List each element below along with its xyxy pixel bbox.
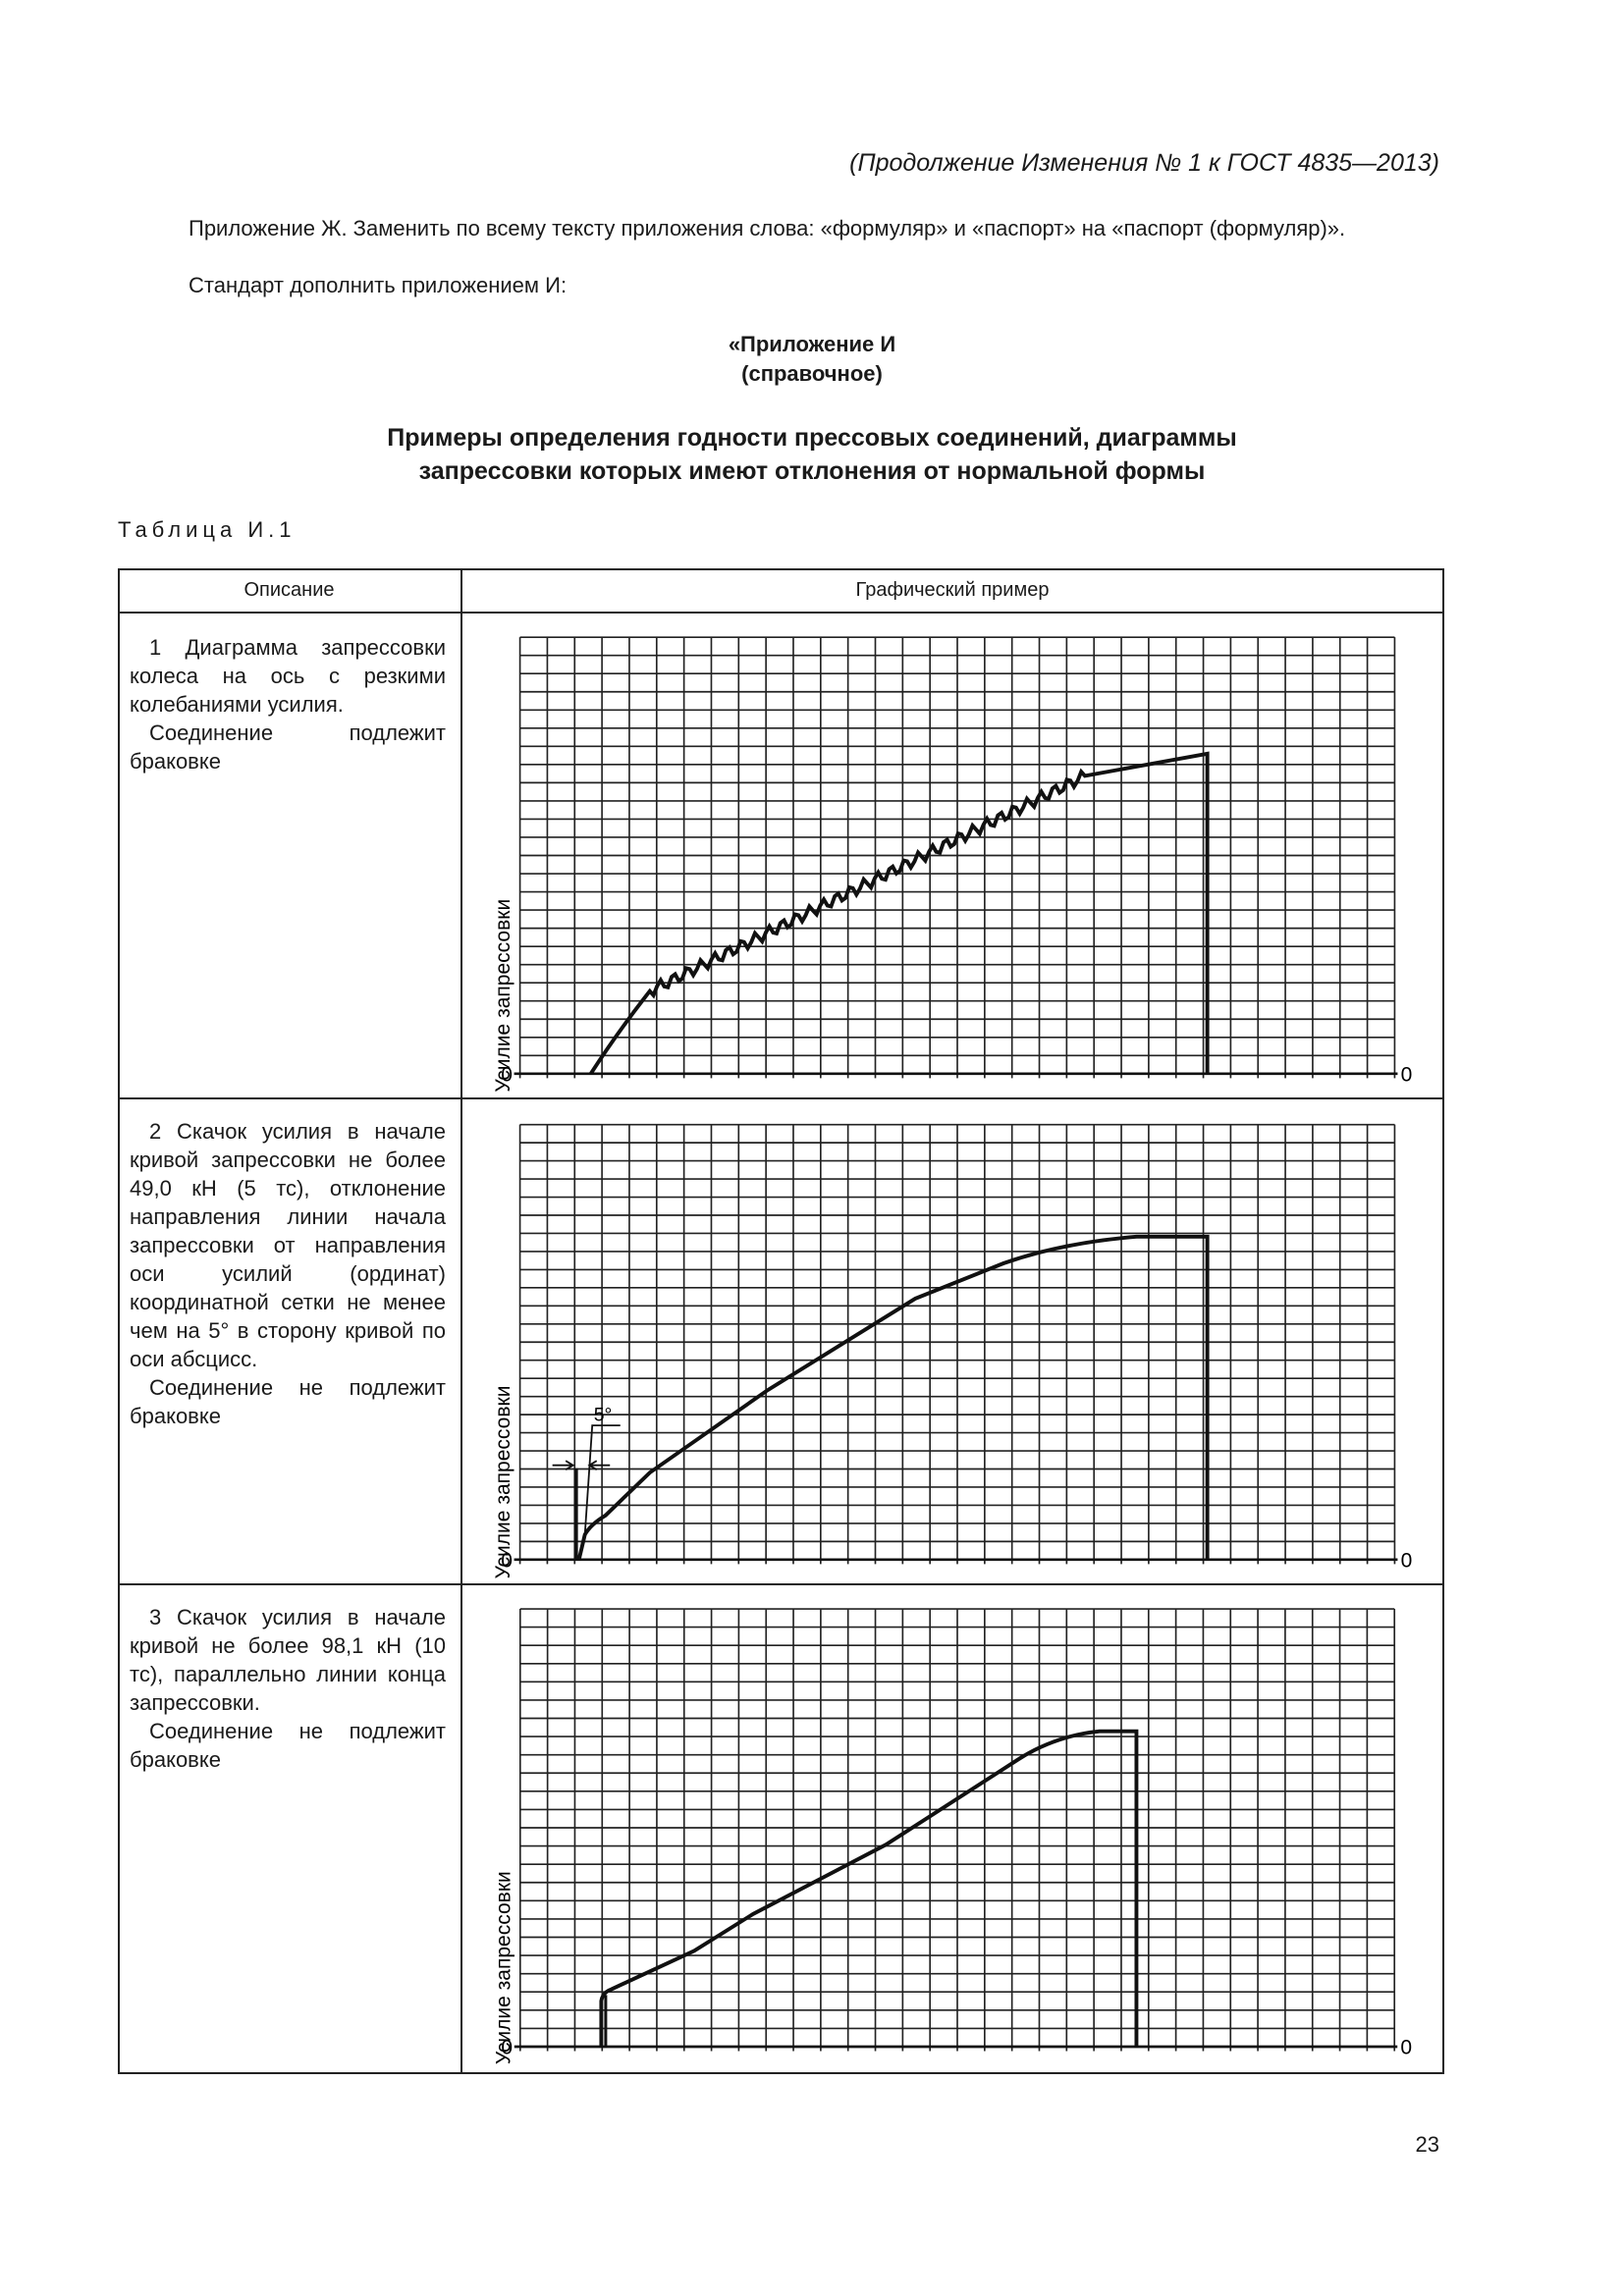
column-header: Описание	[244, 579, 335, 601]
press-curve	[599, 1729, 1139, 2047]
appendix-kind: (справочное)	[741, 361, 883, 386]
origin-label: 0	[1401, 1063, 1413, 1086]
y-axis-label: Усилие запрессовки	[492, 1386, 514, 1579]
description-text: 3 Скачок усилия в начале кривой не более…	[130, 1605, 446, 1715]
row-divider	[118, 1583, 1443, 1585]
page-number: 23	[1415, 2132, 1439, 2157]
row-divider	[118, 612, 1443, 614]
table	[118, 568, 1444, 2074]
description: 3 Скачок усилия в начале кривой не более…	[130, 1603, 446, 1774]
header: (Продолжение Изменения № 1 к ГОСТ 4835—2…	[849, 149, 1439, 177]
description-text: Соединение не подлежит браковке	[130, 1375, 446, 1428]
table-caption: Таблица И.1	[118, 517, 297, 542]
description: 2 Скачок усилия в начале кривой запрессо…	[130, 1117, 446, 1430]
description-text: Соединение не подлежит браковке	[130, 1719, 446, 1772]
origin-label: 0	[501, 2036, 513, 2058]
appendix-title: Примеры определения годности прессовых с…	[387, 424, 1237, 452]
paragraph: Стандарт дополнить приложением И:	[189, 273, 568, 297]
row-divider	[118, 1097, 1443, 1099]
grid	[518, 1608, 1396, 2052]
origin-label: 0	[1401, 1549, 1413, 1572]
appendix-label: «Приложение И	[728, 332, 896, 356]
column-header: Графический пример	[855, 579, 1050, 601]
paragraph: Приложение Ж. Заменить по всему тексту п…	[189, 216, 1346, 240]
origin-label: 0	[501, 1063, 513, 1086]
column-divider	[460, 568, 462, 2073]
origin-label: 0	[501, 1549, 513, 1572]
origin-label: 0	[1400, 2036, 1412, 2058]
description-text: 1 Диаграмма запрессовки колеса на ось с …	[130, 635, 446, 717]
press-curve	[573, 1234, 1210, 1561]
angle-line	[583, 1424, 621, 1535]
grid	[518, 636, 1396, 1079]
y-axis-label: Усилие запрессовки	[492, 1871, 514, 2064]
appendix-title: запрессовки которых имеют отклонения от …	[418, 457, 1206, 485]
angle-arrows	[552, 1460, 611, 1470]
description: 1 Диаграмма запрессовки колеса на ось с …	[130, 633, 446, 775]
description-text: 2 Скачок усилия в начале кривой запрессо…	[130, 1119, 446, 1371]
grid	[518, 1123, 1396, 1565]
description-text: Соединение подлежит браковке	[130, 721, 446, 774]
y-axis-label: Усилие запрессовки	[492, 899, 514, 1093]
press-curve	[589, 751, 1210, 1075]
angle-label: 5°	[594, 1405, 613, 1426]
